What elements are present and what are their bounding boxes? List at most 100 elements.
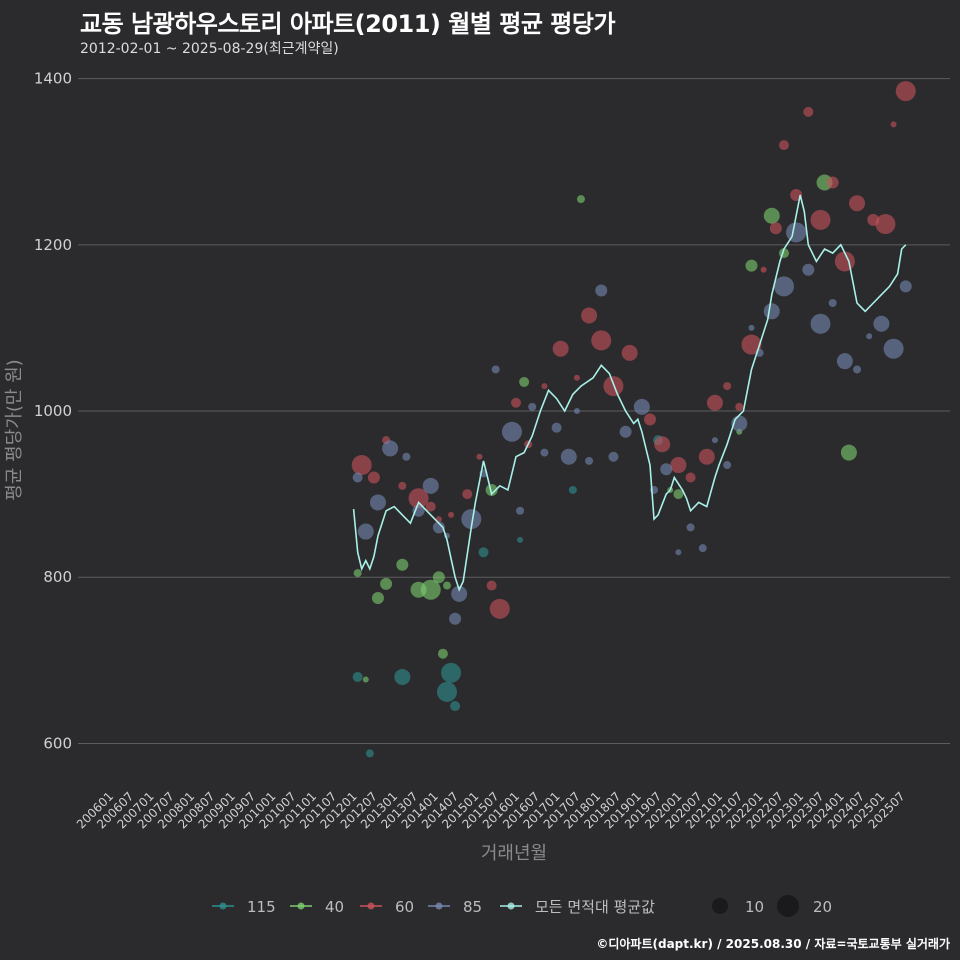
point-85 — [432, 521, 445, 534]
legend-label: 60 — [395, 898, 414, 916]
point-85 — [540, 448, 549, 457]
point-40 — [840, 444, 857, 461]
point-60 — [769, 222, 782, 235]
point-85 — [748, 324, 755, 331]
point-40 — [420, 579, 441, 600]
legend-label: 85 — [463, 898, 482, 916]
point-85 — [357, 523, 374, 540]
point-60 — [698, 448, 715, 465]
point-85 — [451, 585, 468, 602]
point-60 — [591, 330, 612, 351]
point-60 — [581, 307, 598, 324]
point-40 — [362, 676, 369, 683]
point-85 — [698, 544, 707, 553]
y-axis-ticks: 600 800 1000 1200 1400 — [34, 70, 72, 753]
point-85 — [516, 506, 525, 515]
point-85 — [763, 303, 780, 320]
point-85 — [853, 365, 862, 374]
point-60 — [398, 481, 407, 490]
point-85 — [828, 299, 837, 307]
point-60 — [670, 457, 687, 474]
legend-label: 115 — [247, 898, 276, 916]
point-85 — [560, 448, 577, 465]
point-60 — [552, 340, 569, 357]
point-85 — [686, 523, 695, 532]
point-40 — [353, 569, 362, 578]
point-60 — [462, 489, 473, 500]
legend-size-label: 20 — [813, 898, 832, 916]
point-60 — [826, 176, 839, 189]
y-tick-label: 1200 — [34, 236, 72, 254]
point-85 — [836, 353, 853, 370]
point-60 — [408, 488, 429, 509]
point-85 — [422, 477, 439, 494]
point-60 — [654, 436, 671, 453]
y-tick-label: 1400 — [34, 70, 72, 88]
point-85 — [412, 504, 425, 517]
point-40 — [437, 648, 448, 659]
point-85 — [660, 463, 673, 476]
point-85 — [573, 408, 580, 415]
legend: 115 40 60 85 모든 면적대 평균값 10 20 — [212, 895, 832, 917]
point-115 — [568, 485, 577, 494]
legend-label: 40 — [325, 898, 344, 916]
point-60 — [489, 598, 510, 619]
point-115 — [441, 662, 462, 683]
point-115 — [352, 671, 363, 682]
point-85 — [585, 456, 594, 465]
point-85 — [773, 276, 794, 297]
point-60 — [803, 106, 814, 117]
point-115 — [450, 701, 461, 712]
point-40 — [432, 571, 445, 584]
legend-key-dot — [435, 902, 443, 910]
average-line — [352, 194, 907, 592]
point-60 — [875, 214, 896, 235]
gridlines — [78, 78, 950, 744]
point-85 — [883, 338, 904, 359]
point-60 — [706, 394, 723, 411]
point-60 — [435, 516, 442, 523]
point-60 — [573, 374, 580, 381]
point-85 — [449, 612, 462, 625]
point-85 — [899, 280, 912, 293]
point-85 — [551, 422, 562, 433]
point-85 — [369, 494, 386, 511]
legend-key-dot — [219, 902, 227, 910]
point-60 — [621, 344, 638, 361]
point-40 — [380, 577, 393, 590]
point-60 — [849, 195, 866, 212]
legend-size-label: 10 — [745, 898, 764, 916]
point-115 — [478, 547, 489, 558]
y-tick-label: 800 — [43, 568, 72, 586]
point-40 — [519, 376, 530, 387]
point-40 — [371, 592, 384, 605]
point-60 — [425, 501, 436, 512]
legend-key-dot — [367, 902, 375, 910]
point-40 — [673, 489, 684, 500]
point-85 — [711, 437, 718, 444]
point-115 — [436, 681, 457, 702]
source-caption: ©디아파트(dapt.kr) / 2025.08.30 / 자료=국토교통부 실… — [596, 937, 950, 951]
point-60 — [367, 471, 380, 484]
data-points — [351, 81, 916, 758]
point-60 — [351, 455, 372, 476]
x-axis-ticks: 2006012006072007012007072008012008072009… — [74, 789, 908, 831]
y-tick-label: 600 — [43, 734, 72, 752]
legend-size-dot — [777, 895, 799, 917]
point-85 — [723, 461, 732, 470]
legend-size-dot — [712, 898, 728, 914]
point-85 — [461, 509, 482, 530]
point-85 — [633, 398, 650, 415]
point-85 — [352, 472, 363, 483]
point-40 — [396, 558, 409, 571]
point-115 — [394, 668, 411, 685]
point-85 — [873, 315, 890, 332]
point-85 — [786, 222, 807, 243]
point-85 — [675, 549, 682, 556]
point-85 — [382, 440, 399, 457]
x-axis-title: 거래년월 — [481, 843, 547, 864]
point-60 — [723, 382, 732, 391]
point-60 — [741, 334, 762, 355]
point-85 — [501, 421, 522, 442]
